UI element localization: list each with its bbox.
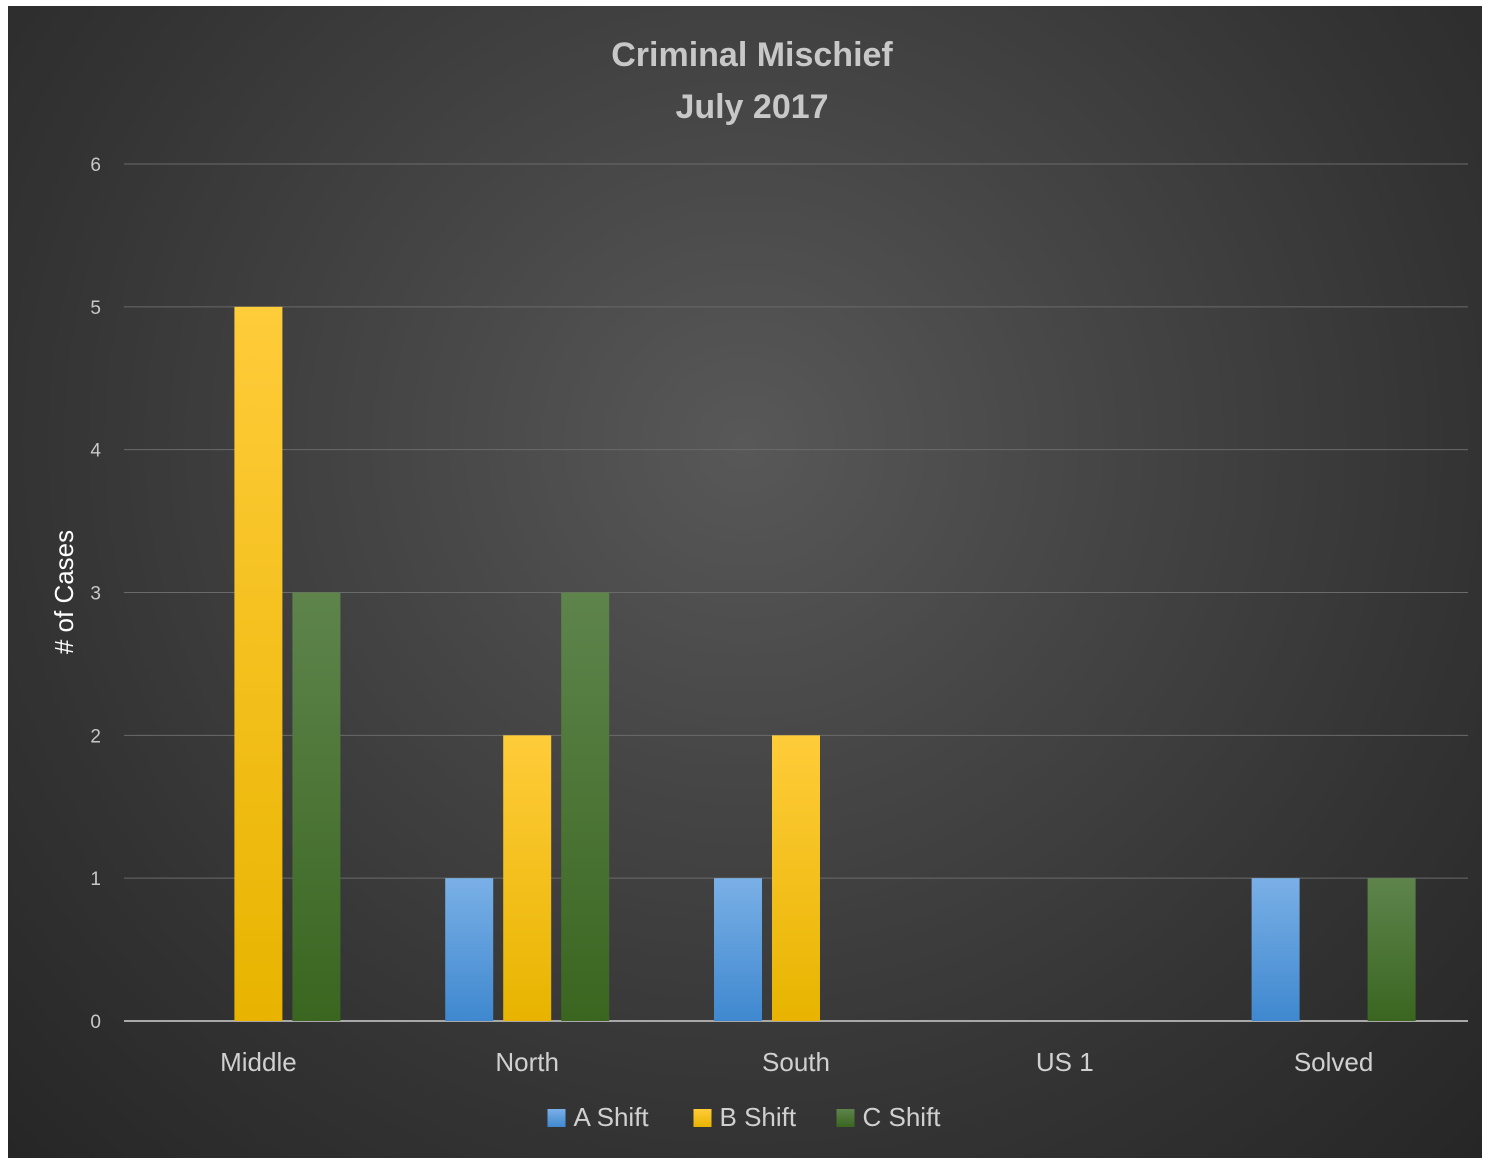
bar-c-shift-north bbox=[561, 592, 610, 1021]
y-axis-title: # of Cases bbox=[49, 530, 79, 654]
x-category-label: US 1 bbox=[1036, 1047, 1094, 1077]
chart-subtitle: July 2017 bbox=[675, 88, 828, 126]
y-tick-label: 1 bbox=[90, 869, 101, 890]
legend-swatch-c-shift bbox=[836, 1109, 855, 1127]
legend-label: C Shift bbox=[863, 1102, 942, 1132]
bar-a-shift-south bbox=[714, 878, 762, 1021]
legend-swatch-b-shift bbox=[693, 1109, 712, 1127]
x-category-label: Middle bbox=[220, 1047, 297, 1077]
bar-b-shift-north bbox=[503, 735, 552, 1021]
chart-area: Criminal Mischief July 2017 0 1 2 3 4 5 6 Midd… bbox=[8, 6, 1482, 1158]
legend-label: A Shift bbox=[574, 1102, 650, 1132]
legend: A Shift B Shift C Shift bbox=[547, 1102, 942, 1132]
bar-chart: Criminal Mischief July 2017 0 1 2 3 4 5 6 Midd… bbox=[49, 36, 1468, 1132]
y-tick-label: 3 bbox=[90, 584, 101, 605]
x-category-label: South bbox=[762, 1047, 830, 1077]
x-category-label: Solved bbox=[1294, 1047, 1374, 1077]
bars bbox=[234, 306, 1416, 1021]
y-tick-label: 6 bbox=[90, 155, 101, 176]
bar-c-shift-solved bbox=[1367, 878, 1416, 1021]
chart-title: Criminal Mischief bbox=[611, 36, 893, 74]
y-tick-label: 4 bbox=[90, 441, 101, 462]
y-axis-ticks: 0 1 2 3 4 5 6 bbox=[90, 155, 101, 1033]
bar-b-shift-middle bbox=[234, 306, 283, 1021]
y-tick-label: 0 bbox=[90, 1012, 101, 1033]
bar-c-shift-middle bbox=[292, 592, 341, 1021]
bar-b-shift-south bbox=[772, 735, 820, 1021]
bar-a-shift-solved bbox=[1251, 878, 1300, 1021]
bar-a-shift-north bbox=[445, 878, 494, 1021]
legend-label: B Shift bbox=[720, 1102, 797, 1132]
y-tick-label: 5 bbox=[90, 298, 101, 319]
legend-swatch-a-shift bbox=[547, 1109, 566, 1127]
y-tick-label: 2 bbox=[90, 726, 101, 747]
x-category-label: North bbox=[495, 1047, 559, 1077]
x-axis-categories: Middle North South US 1 Solved bbox=[220, 1047, 1373, 1077]
